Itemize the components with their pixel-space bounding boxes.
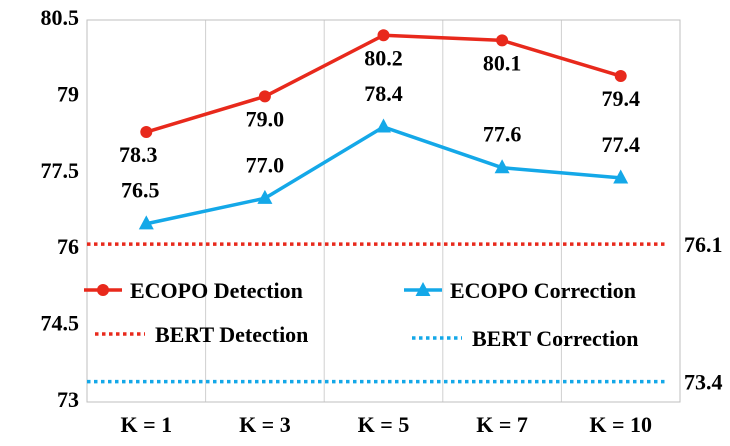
data-label: 76.5 xyxy=(121,178,160,203)
legend-swatch-marker xyxy=(97,284,109,296)
data-point xyxy=(257,189,273,204)
data-label: 78.3 xyxy=(119,142,158,167)
data-label: 80.1 xyxy=(483,50,522,75)
legend-swatch-marker xyxy=(415,282,431,296)
data-point xyxy=(377,29,390,42)
x-tick-label: K = 10 xyxy=(589,412,652,437)
legend: ECOPO Detection ECOPO Correction BERT Dete… xyxy=(84,278,638,351)
y-tick-label: 80.5 xyxy=(41,5,80,30)
series-markers xyxy=(138,29,629,230)
data-label: 78.4 xyxy=(364,81,403,106)
x-tick-label: K = 3 xyxy=(239,412,291,437)
y-tick-label: 76 xyxy=(57,234,79,259)
data-point xyxy=(496,34,509,47)
series-line xyxy=(145,125,621,226)
x-tick-label: K = 7 xyxy=(476,412,528,437)
y-tick-label: 79 xyxy=(57,81,79,106)
y-tick-label: 74.5 xyxy=(41,311,80,336)
legend-label: ECOPO Detection xyxy=(130,278,303,303)
data-point xyxy=(140,126,153,139)
reference-lines xyxy=(87,242,668,384)
data-labels: 76.1 73.4 78.3 79.0 80.2 80.1 79.4 76.5 77.0 78.4… xyxy=(119,45,722,394)
data-point xyxy=(613,169,629,184)
y-tick-label: 77.5 xyxy=(41,158,80,183)
y-axis-ticks: 80.5 79 77.5 76 74.5 73 xyxy=(41,5,80,412)
data-point xyxy=(494,159,510,174)
reference-line-label: 76.1 xyxy=(684,232,723,257)
legend-label: BERT Detection xyxy=(155,322,308,347)
data-point xyxy=(614,70,627,83)
plot-frame xyxy=(86,19,681,403)
data-point xyxy=(376,118,391,133)
legend-label: BERT Correction xyxy=(472,326,638,351)
x-tick-label: K = 1 xyxy=(120,412,172,437)
data-label: 77.4 xyxy=(601,132,640,157)
data-point xyxy=(138,215,154,230)
data-label: 79.0 xyxy=(246,106,285,131)
legend-label: ECOPO Correction xyxy=(450,278,636,303)
reference-line-label: 73.4 xyxy=(684,370,723,395)
data-point xyxy=(258,90,271,103)
data-label: 79.4 xyxy=(601,86,640,111)
data-label: 77.6 xyxy=(483,122,522,147)
x-tick-label: K = 5 xyxy=(358,412,410,437)
data-label: 80.2 xyxy=(364,45,403,70)
y-tick-label: 73 xyxy=(57,387,79,412)
x-axis-ticks: K = 1 K = 3 K = 5 K = 7 K = 10 xyxy=(120,412,652,437)
data-label: 77.0 xyxy=(246,152,285,177)
